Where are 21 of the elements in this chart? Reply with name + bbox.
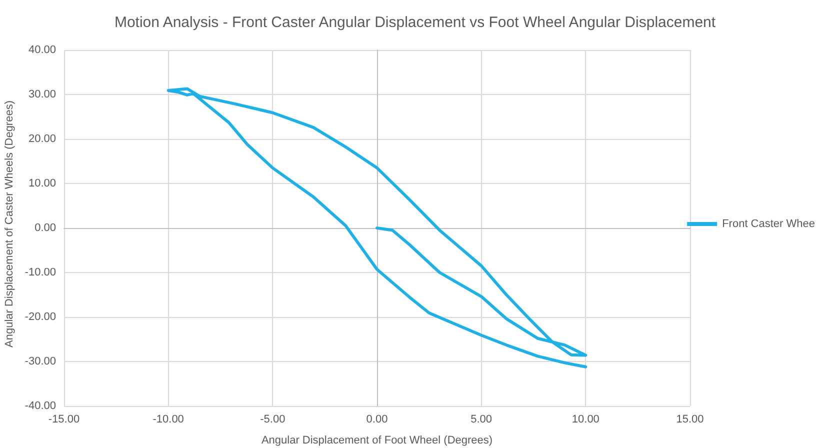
y-tick-label: 20.00	[28, 133, 56, 145]
x-tick-label: 10.00	[572, 414, 600, 426]
x-tick-label: 5.00	[470, 414, 492, 426]
y-tick-label: 10.00	[28, 178, 56, 190]
y-tick-label: -20.00	[24, 311, 56, 323]
y-tick-label: 30.00	[28, 88, 56, 100]
y-tick-label: 0.00	[34, 222, 56, 234]
x-tick-label: -5.00	[260, 414, 286, 426]
x-tick-label: -10.00	[152, 414, 184, 426]
x-tick-label: 15.00	[676, 414, 704, 426]
line-series	[166, 87, 588, 368]
y-tick-label: -40.00	[24, 400, 56, 412]
x-tick-label: 0.00	[366, 414, 388, 426]
y-tick-label: -10.00	[24, 266, 56, 278]
y-tick-label: 40.00	[28, 44, 56, 56]
x-axis-title: Angular Displacement of Foot Wheel (Degrees)	[261, 434, 493, 446]
x-tick-label: -15.00	[48, 414, 80, 426]
chart-title: Motion Analysis - Front Caster Angular Displacement vs Foot Wheel Angular Displacement	[114, 14, 716, 31]
legend-label: Front Caster Whee	[722, 218, 815, 230]
y-axis-title: Angular Displacement of Caster Wheels (Degrees)	[4, 100, 16, 348]
y-tick-label: -30.00	[24, 356, 56, 368]
